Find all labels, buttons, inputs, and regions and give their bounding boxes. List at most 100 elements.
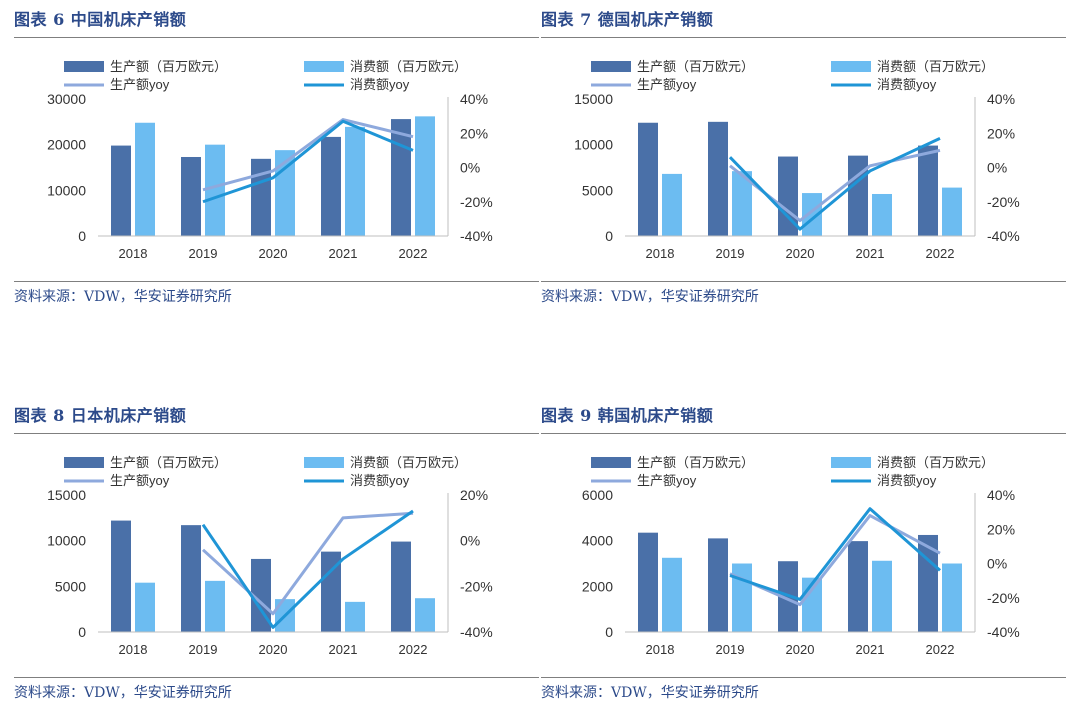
y2-tick-label: 0% (987, 160, 1007, 176)
bar (708, 538, 728, 632)
bar (638, 532, 658, 632)
bar (732, 563, 752, 632)
y-tick-label: 0 (605, 624, 613, 640)
legend-swatch (591, 457, 631, 468)
x-tick-label: 2020 (786, 642, 815, 657)
divider-bottom (14, 281, 539, 282)
series-line (202, 118, 414, 192)
divider-top (541, 37, 1066, 38)
legend-label: 消费额yoy (877, 473, 937, 488)
chart-panel-germany: 图表 7 德国机床产销额 生产额（百万欧元） 消费额（百万欧元） 生产额yoy 消费额… (541, 0, 1066, 310)
bar (415, 116, 435, 236)
divider-bottom (541, 677, 1066, 678)
x-tick-label: 2020 (259, 642, 288, 657)
x-tick-label: 2022 (399, 642, 428, 657)
bar (848, 155, 868, 236)
y2-tick-label: 40% (987, 91, 1015, 107)
panel-title: 图表 9 韩国机床产销额 (541, 406, 714, 425)
legend-label: 消费额（百万欧元） (877, 59, 994, 74)
divider-bottom (14, 677, 539, 678)
legend-label: 生产额yoy (637, 77, 697, 92)
x-tick-label: 2021 (856, 246, 885, 261)
y-tick-label: 0 (78, 624, 86, 640)
chart-svg: 生产额（百万欧元） 消费额（百万欧元） 生产额yoy 消费额yoy 0 5000 10000… (47, 455, 493, 657)
y-tick-label: 15000 (574, 91, 613, 107)
chart-panel-korea: 图表 9 韩国机床产销额 生产额（百万欧元） 消费额（百万欧元） 生产额yoy 消费额… (541, 396, 1066, 706)
y2-tick-label: -20% (460, 578, 493, 594)
series-line (728, 137, 941, 231)
chart-panel-japan: 图表 8 日本机床产销额 生产额（百万欧元） 消费额（百万欧元） 生产额yoy 消费额… (14, 396, 539, 706)
divider-top (14, 37, 539, 38)
chart-svg: 生产额（百万欧元） 消费额（百万欧元） 生产额yoy 消费额yoy 0 10000 2000… (47, 59, 493, 261)
bar (942, 563, 962, 632)
bar (321, 551, 341, 632)
panel-title: 图表 8 日本机床产销额 (14, 406, 187, 425)
x-tick-label: 2022 (926, 246, 955, 261)
x-tick-label: 2019 (716, 246, 745, 261)
y-tick-label: 6000 (582, 487, 613, 503)
legend-label: 生产额yoy (637, 473, 697, 488)
y-tick-label: 4000 (582, 533, 613, 549)
legend-label: 消费额yoy (350, 473, 410, 488)
legend-swatch (64, 61, 104, 72)
bar (321, 136, 341, 236)
x-tick-label: 2021 (856, 642, 885, 657)
source-note: 资料来源：VDW，华安证券研究所 (14, 289, 232, 305)
bar (181, 156, 201, 236)
x-tick-label: 2019 (189, 246, 218, 261)
x-tick-label: 2018 (646, 642, 675, 657)
y-tick-label: 5000 (55, 578, 86, 594)
legend-label: 生产额（百万欧元） (637, 59, 754, 74)
bar (135, 122, 155, 236)
divider-top (541, 433, 1066, 434)
legend-swatch (831, 457, 871, 468)
y-tick-label: 0 (78, 228, 86, 244)
bar (848, 541, 868, 632)
panel-title: 图表 7 德国机床产销额 (541, 10, 714, 29)
bar (205, 144, 225, 236)
bar (181, 525, 201, 632)
bar (872, 193, 892, 236)
bar (205, 580, 225, 632)
y2-tick-label: -40% (460, 228, 493, 244)
y2-tick-label: -20% (987, 590, 1020, 606)
bar (662, 557, 682, 632)
bar (345, 601, 365, 632)
legend-label: 生产额yoy (110, 473, 170, 488)
y2-tick-label: 40% (460, 91, 488, 107)
y2-tick-label: -20% (460, 194, 493, 210)
legend-label: 生产额yoy (110, 77, 170, 92)
x-tick-label: 2021 (329, 642, 358, 657)
x-tick-label: 2020 (259, 246, 288, 261)
divider-bottom (541, 281, 1066, 282)
y2-tick-label: 20% (460, 487, 488, 503)
x-tick-label: 2022 (399, 246, 428, 261)
y-tick-label: 15000 (47, 487, 86, 503)
chart-svg: 生产额（百万欧元） 消费额（百万欧元） 生产额yoy 消费额yoy 0 2000 4000 6… (582, 455, 1020, 657)
bar (872, 560, 892, 632)
y-tick-label: 10000 (47, 182, 86, 198)
y2-tick-label: -20% (987, 194, 1020, 210)
legend-swatch (64, 457, 104, 468)
y2-tick-label: 40% (987, 487, 1015, 503)
y2-tick-label: 20% (987, 125, 1015, 141)
legend-label: 消费额yoy (350, 77, 410, 92)
x-tick-label: 2018 (646, 246, 675, 261)
y2-tick-label: 20% (987, 521, 1015, 537)
bar (638, 122, 658, 236)
x-tick-label: 2019 (189, 642, 218, 657)
source-note: 资料来源：VDW，华安证券研究所 (541, 289, 759, 305)
legend-swatch (304, 457, 344, 468)
bar (415, 598, 435, 632)
legend-label: 生产额（百万欧元） (110, 59, 227, 74)
x-tick-label: 2018 (119, 246, 148, 261)
series-line (202, 119, 414, 204)
source-note: 资料来源：VDW，华安证券研究所 (14, 685, 232, 701)
bar (918, 534, 938, 632)
bar (111, 520, 131, 632)
legend-swatch (591, 61, 631, 72)
x-tick-label: 2022 (926, 642, 955, 657)
bar (111, 145, 131, 236)
y2-tick-label: -40% (987, 228, 1020, 244)
bar (732, 171, 752, 236)
